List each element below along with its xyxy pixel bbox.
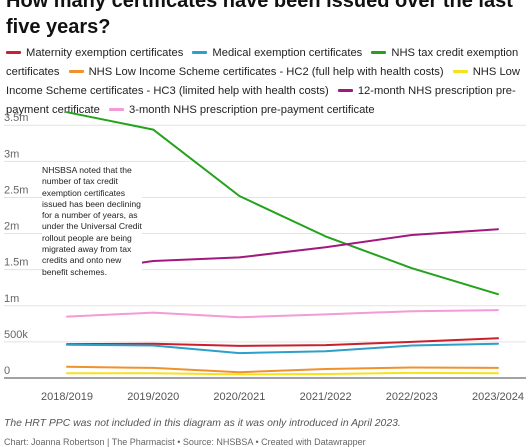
legend-item: Maternity exemption certificates xyxy=(6,47,183,59)
chart-legend: Maternity exemption certificates Medical… xyxy=(6,44,526,120)
legend-item: 3-month NHS prescription pre-payment cer… xyxy=(109,104,375,116)
legend-item: NHS Low Income Scheme certificates - HC2… xyxy=(68,66,444,78)
series-line xyxy=(66,337,499,347)
legend-item: NHS Low Income Scheme certificates - HC3… xyxy=(6,66,520,97)
chart-footnote: The HRT PPC was not included in this dia… xyxy=(4,418,401,429)
y-tick-label: 1m xyxy=(4,293,19,305)
legend-item: Medical exemption certificates xyxy=(192,47,362,59)
x-tick-label: 2018/2019 xyxy=(41,391,93,403)
x-tick-label: 2020/2021 xyxy=(213,391,265,403)
chart-title: How many certificates have been issued o… xyxy=(6,0,513,38)
x-tick-label: 2022/2023 xyxy=(386,391,438,403)
series-line xyxy=(66,342,499,355)
legend-item: NHS tax credit exemption certificates xyxy=(6,47,518,78)
legend-label: Medical exemption certificates xyxy=(212,47,363,59)
y-tick-label: 2m xyxy=(4,221,19,233)
series-line xyxy=(66,111,499,296)
series-line xyxy=(66,371,499,376)
legend-swatch xyxy=(337,88,353,92)
y-tick-label: 500k xyxy=(4,329,28,341)
y-tick-label: 1.5m xyxy=(4,257,28,269)
chart-annotation: NHSBSA noted that the number of tax cred… xyxy=(42,165,142,278)
legend-label: NHS tax credit exemption certificates xyxy=(6,47,519,78)
legend-swatch xyxy=(192,50,208,54)
chart-credit: Chart: Joanna Robertson | The Pharmacist… xyxy=(4,437,366,447)
legend-label: NHS Low Income Scheme certificates - HC3… xyxy=(6,66,520,97)
legend-label: NHS Low Income Scheme certificates - HC2… xyxy=(88,66,444,78)
y-tick-label: 3m xyxy=(4,148,19,160)
y-tick-label: 0 xyxy=(4,365,10,377)
legend-item: 12-month NHS prescription pre-payment ce… xyxy=(6,85,516,116)
legend-swatch xyxy=(68,69,84,73)
series-line xyxy=(66,309,499,319)
y-tick-label: 2.5m xyxy=(4,184,28,196)
legend-swatch xyxy=(452,69,468,73)
x-tick-label: 2021/2022 xyxy=(300,391,352,403)
x-tick-label: 2023/2024 xyxy=(472,391,524,403)
legend-label: Maternity exemption certificates xyxy=(26,47,184,59)
legend-swatch xyxy=(371,50,387,54)
legend-swatch xyxy=(109,107,125,111)
x-tick-label: 2019/2020 xyxy=(127,391,179,403)
legend-label: 12-month NHS prescription pre-payment ce… xyxy=(6,85,516,116)
y-tick-label: 3.5m xyxy=(4,112,28,124)
legend-swatch xyxy=(6,50,21,54)
series-line xyxy=(66,365,499,374)
legend-label: 3-month NHS prescription pre-payment cer… xyxy=(129,104,375,116)
